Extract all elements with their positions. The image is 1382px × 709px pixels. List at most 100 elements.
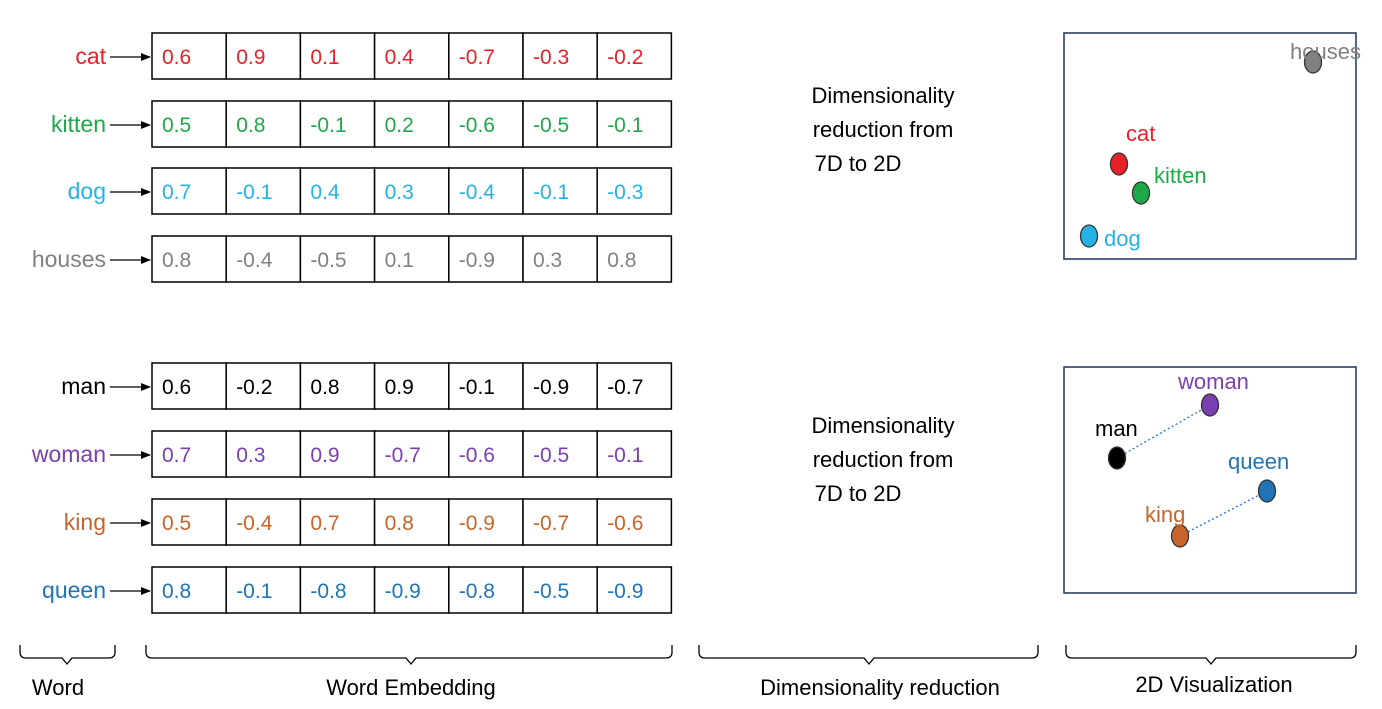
- point-kitten: [1131, 181, 1151, 205]
- point-label-houses: houses: [1290, 39, 1361, 64]
- embedding-value: 0.7: [162, 444, 191, 467]
- embedding-cell: [448, 498, 524, 546]
- word-label-cat: cat: [75, 43, 106, 69]
- embedding-value: -0.7: [459, 46, 495, 69]
- embedding-cell: [522, 566, 598, 614]
- group-animals: cat 0.6 0.9 0.1 0.4 -0.7 -0.3 -0.2 kitten 0.5 0.8 -…: [32, 32, 1361, 283]
- embedding-value: -0.4: [236, 512, 273, 535]
- embedding-row-queen: queen 0.8 -0.1 -0.8 -0.9 -0.8 -0.5 -0.9: [42, 566, 673, 614]
- word-label-king: king: [64, 509, 106, 535]
- word-label-houses: houses: [32, 246, 106, 272]
- embedding-value: 0.9: [310, 444, 339, 467]
- point-label-woman: woman: [1177, 369, 1249, 394]
- embedding-value: -0.9: [607, 580, 643, 603]
- word-caption: Word: [32, 675, 84, 700]
- embedding-value: 0.3: [236, 444, 265, 467]
- embedding-cell: [151, 235, 227, 283]
- reduction-text-line: 7D to 2D: [815, 481, 902, 506]
- embedding-value: 0.8: [607, 249, 636, 272]
- visualization-caption: 2D Visualization: [1135, 672, 1292, 697]
- embedding-cell: [299, 235, 376, 283]
- embedding-cell: [522, 362, 598, 410]
- embedding-value: 0.1: [385, 249, 414, 272]
- embedding-cell: [151, 362, 227, 410]
- embedding-brace: [145, 645, 673, 666]
- point-queen: [1257, 479, 1277, 503]
- embedding-value: 0.8: [310, 376, 339, 399]
- embedding-value: -0.5: [533, 580, 569, 603]
- embedding-cell: [299, 167, 376, 215]
- embedding-row-woman: woman 0.7 0.3 0.9 -0.7 -0.6 -0.5 -0.1: [31, 430, 673, 478]
- embedding-cell: [522, 235, 598, 283]
- embedding-value: -0.7: [385, 444, 421, 467]
- embedding-value: -0.1: [310, 114, 346, 137]
- embedding-cell: [225, 362, 302, 410]
- embedding-cell: [151, 498, 227, 546]
- reduction-caption: Dimensionality reduction: [760, 675, 1000, 700]
- embedding-cell: [373, 566, 450, 614]
- embedding-cell: [225, 32, 302, 80]
- embedding-value: -0.6: [607, 512, 643, 535]
- embedding-cell: [596, 498, 673, 546]
- pair-line-king-queen: [1179, 490, 1268, 537]
- embedding-cell: [448, 566, 524, 614]
- embedding-value: -0.1: [607, 444, 643, 467]
- embedding-row-houses: houses 0.8 -0.4 -0.5 0.1 -0.9 0.3 0.8: [32, 235, 673, 283]
- embedding-cell: [596, 430, 673, 478]
- group-royalty: man 0.6 -0.2 0.8 0.9 -0.1 -0.9 -0.7 woman 0.7 0.3 0…: [31, 362, 1357, 614]
- embedding-value: 0.6: [162, 376, 191, 399]
- embedding-value: -0.2: [236, 376, 272, 399]
- embedding-value: 0.3: [533, 249, 562, 272]
- embedding-value: -0.1: [459, 376, 495, 399]
- reduction-text-line: 7D to 2D: [815, 151, 902, 176]
- embedding-value: 0.8: [162, 580, 191, 603]
- embedding-value: 0.2: [385, 114, 414, 137]
- embedding-row-kitten: kitten 0.5 0.8 -0.1 0.2 -0.6 -0.5 -0.1: [51, 100, 673, 148]
- embedding-value: 0.4: [310, 181, 340, 204]
- point-houses: [1303, 50, 1323, 74]
- embedding-value: -0.3: [607, 181, 643, 204]
- embedding-value: 0.5: [162, 512, 191, 535]
- embedding-cell: [299, 32, 376, 80]
- word-label-queen: queen: [42, 577, 106, 603]
- embedding-row-cat: cat 0.6 0.9 0.1 0.4 -0.7 -0.3 -0.2: [75, 32, 673, 80]
- embedding-value: -0.5: [533, 444, 569, 467]
- embedding-cell: [596, 235, 673, 283]
- embedding-value: 0.8: [385, 512, 414, 535]
- groups-layer: cat 0.6 0.9 0.1 0.4 -0.7 -0.3 -0.2 kitten 0.5 0.8 -…: [31, 32, 1361, 614]
- embedding-cell: [373, 498, 450, 546]
- embedding-cell: [596, 32, 673, 80]
- word-label-dog: dog: [68, 178, 106, 204]
- embedding-value: 0.3: [385, 181, 414, 204]
- word-label-kitten: kitten: [51, 111, 106, 137]
- embedding-cell: [373, 167, 450, 215]
- embedding-value: 0.8: [236, 114, 265, 137]
- point-label-king: king: [1145, 502, 1185, 527]
- embedding-cell: [225, 167, 302, 215]
- embedding-value: -0.9: [385, 580, 421, 603]
- embedding-cell: [151, 167, 227, 215]
- embedding-value: 0.8: [162, 249, 191, 272]
- point-dog: [1079, 224, 1099, 248]
- embedding-row-man: man 0.6 -0.2 0.8 0.9 -0.1 -0.9 -0.7: [61, 362, 673, 410]
- embedding-cell: [596, 167, 673, 215]
- reduction-text-line: reduction from: [813, 117, 954, 142]
- embedding-value: 0.9: [236, 46, 265, 69]
- reduction-text-line: reduction from: [813, 447, 954, 472]
- embedding-cell: [299, 566, 376, 614]
- embedding-cell: [448, 100, 524, 148]
- embedding-cell: [299, 362, 376, 410]
- embedding-value: -0.2: [607, 46, 643, 69]
- embedding-value: -0.5: [310, 249, 346, 272]
- word-brace: [19, 645, 116, 666]
- point-label-dog: dog: [1104, 226, 1141, 251]
- embedding-value: -0.1: [607, 114, 643, 137]
- bottom-braces: [19, 645, 1357, 666]
- point-label-queen: queen: [1228, 449, 1289, 474]
- embedding-cell: [373, 100, 450, 148]
- embedding-cell: [299, 430, 376, 478]
- embedding-value: 0.5: [162, 114, 191, 137]
- embedding-value: -0.6: [459, 444, 495, 467]
- word-label-woman: woman: [31, 441, 106, 467]
- embedding-value: -0.9: [459, 512, 495, 535]
